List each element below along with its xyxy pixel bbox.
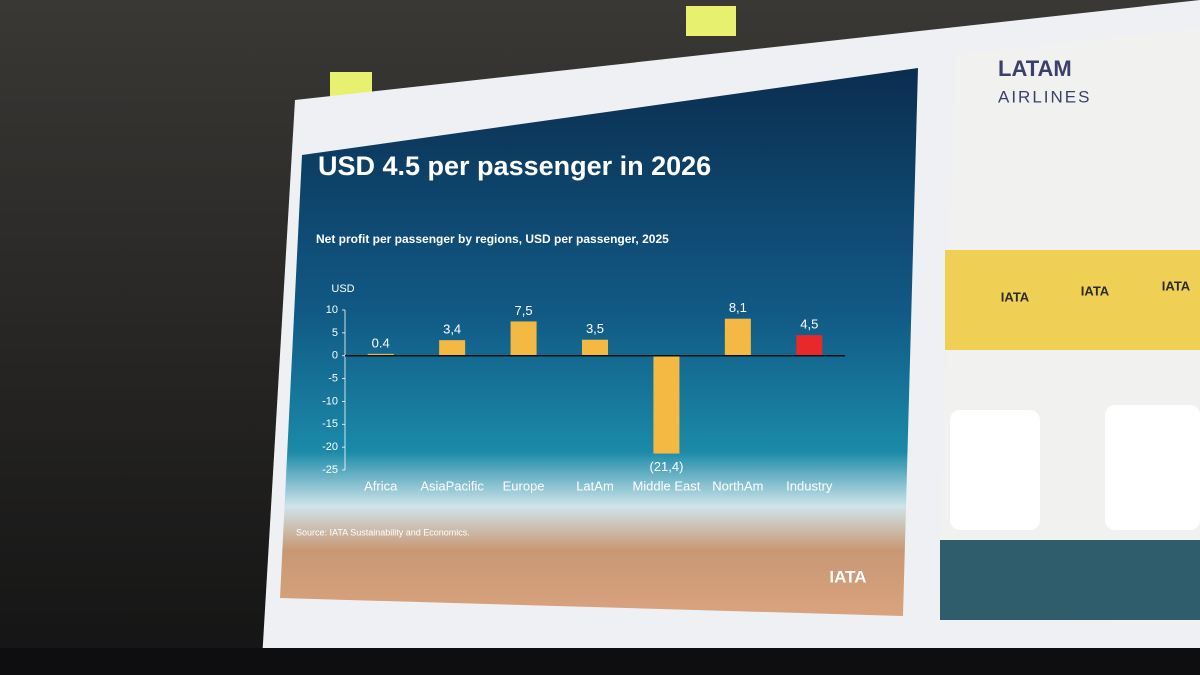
armchair	[1105, 405, 1200, 530]
bar	[653, 355, 680, 454]
x-tick-label: Europe	[503, 478, 545, 493]
y-tick-label: 10	[326, 304, 338, 316]
y-tick-label: -20	[322, 441, 338, 453]
chart-title: USD 4.5 per passenger in 2026	[318, 151, 711, 181]
y-tick-label: 0	[332, 350, 338, 362]
bar	[724, 318, 751, 356]
side-banner	[945, 250, 1200, 350]
x-tick-label: Africa	[364, 478, 398, 493]
y-tick-label: 5	[332, 327, 338, 339]
bar	[367, 353, 394, 356]
bar	[439, 340, 466, 356]
side-logo: IATA	[1001, 289, 1030, 304]
value-label: 4,5	[800, 317, 818, 332]
brand-subtitle: AIRLINES	[998, 87, 1091, 106]
chart-subtitle: Net profit per passenger by regions, USD…	[316, 232, 669, 246]
ceiling-light	[686, 6, 736, 36]
x-tick-label: AsiaPacific	[420, 478, 484, 493]
y-tick-label: -15	[322, 418, 338, 430]
slide-logo: IATA	[829, 567, 866, 586]
value-label: 0.4	[372, 335, 390, 350]
x-tick-label: NorthAm	[712, 478, 763, 493]
stage-floor	[940, 540, 1200, 620]
y-axis-label: USD	[331, 283, 354, 295]
bar	[582, 339, 608, 356]
side-logo: IATA	[1081, 283, 1110, 298]
bar	[796, 335, 823, 356]
side-logo: IATA	[1162, 278, 1191, 293]
x-tick-label: LatAm	[576, 478, 614, 493]
value-label: 8,1	[729, 300, 747, 315]
armchair	[950, 410, 1040, 530]
value-label: 3,5	[586, 321, 604, 336]
x-tick-label: Industry	[786, 478, 833, 493]
bar	[510, 321, 537, 356]
brand-name: LATAM	[998, 56, 1072, 81]
y-tick-label: -5	[328, 372, 338, 384]
value-label: 3,4	[443, 322, 461, 337]
stage-edge	[0, 648, 1200, 675]
value-label: 7,5	[515, 303, 533, 318]
y-tick-label: -25	[322, 464, 338, 476]
value-label: (21,4)	[649, 459, 683, 474]
x-tick-label: Middle East	[632, 478, 700, 493]
source-note: Source: IATA Sustainability and Economic…	[296, 527, 470, 537]
y-tick-label: -10	[322, 395, 338, 407]
